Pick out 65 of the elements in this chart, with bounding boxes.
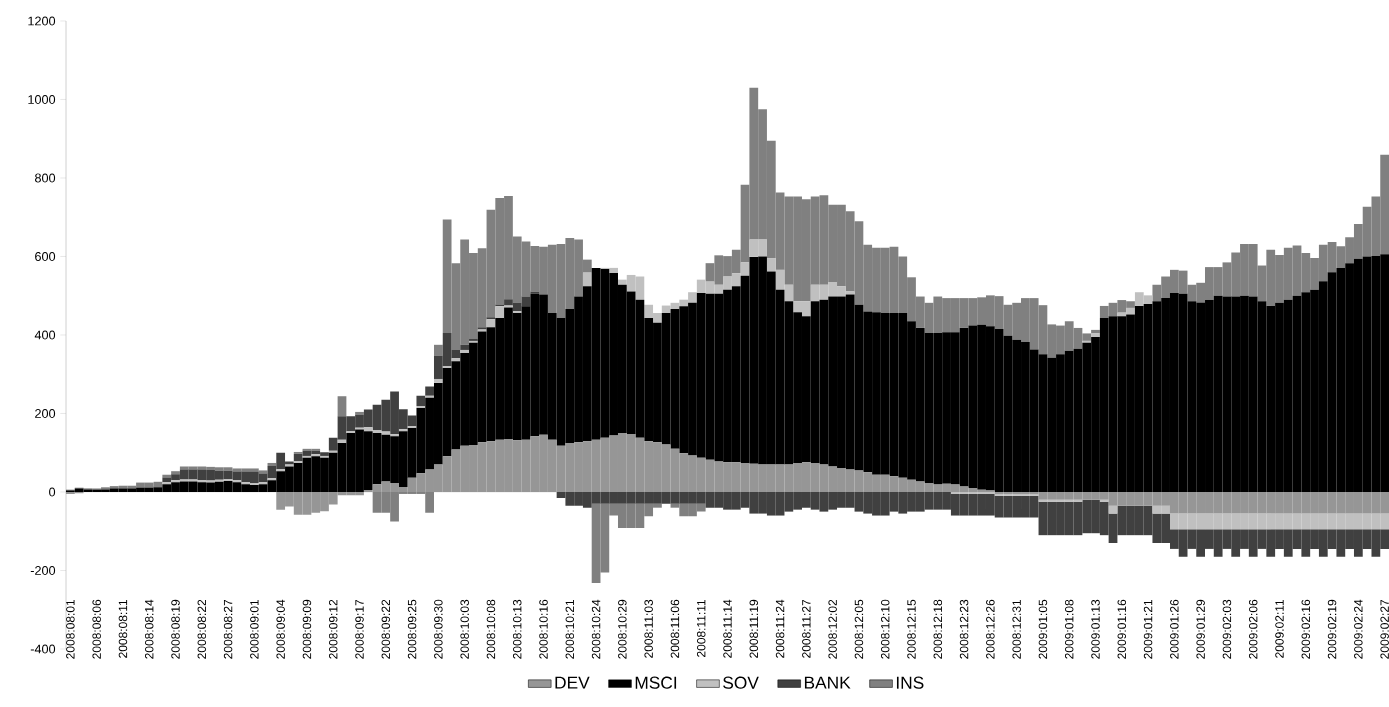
y-tick-label: 600 bbox=[35, 252, 56, 261]
x-tick-label: 2008:09:01 bbox=[250, 599, 259, 659]
x-tick-label: 2009:01:05 bbox=[1038, 599, 1048, 659]
x-tick-label: 2009:02:19 bbox=[1327, 599, 1337, 659]
x-tick-label: 2008:12:18 bbox=[933, 599, 943, 659]
x-tick-label: 2008:10:13 bbox=[512, 599, 522, 659]
y-tick-label: 0 bbox=[49, 487, 56, 497]
x-tick-label: 2008:11:03 bbox=[644, 599, 653, 658]
x-tick-label: 2008:12:15 bbox=[907, 599, 916, 659]
x-tick-label: 2009:01:13 bbox=[1091, 599, 1100, 659]
legend-label: SOV bbox=[723, 676, 759, 689]
x-tick-label: 2008:12:23 bbox=[959, 599, 969, 659]
y-tick-label: 800 bbox=[35, 173, 56, 183]
x-tick-label: 2008:09:17 bbox=[355, 599, 364, 659]
x-tick-label: 2008:12:26 bbox=[986, 599, 995, 659]
x-tick-label: 2008:10:21 bbox=[565, 599, 575, 659]
x-tick-label: 2008:12:05 bbox=[854, 599, 864, 659]
legend-label: BANK bbox=[804, 676, 851, 689]
y-tick-label: 400 bbox=[34, 330, 56, 340]
x-tick-label: 2008:09:09 bbox=[302, 599, 312, 659]
x-tick-label: 2008:10:16 bbox=[539, 599, 548, 659]
x-tick-label: 2009:02:06 bbox=[1248, 599, 1258, 659]
x-tick-label: 2009:01:21 bbox=[1143, 599, 1153, 659]
x-tick-label: 2008:11:24 bbox=[775, 599, 785, 658]
x-tick-label: 2008:12:31 bbox=[1012, 599, 1021, 659]
x-tick-label: 2008:09:12 bbox=[328, 599, 338, 659]
y-tick-label: -400 bbox=[30, 644, 56, 654]
x-tick-label: 2008:10:24 bbox=[591, 599, 601, 659]
x-tick-label: 2008:11:06 bbox=[670, 599, 680, 658]
legend-label: DEV bbox=[555, 676, 590, 689]
x-tick-label: 2009:01:08 bbox=[1064, 599, 1074, 659]
x-tick-label: 2008:10:29 bbox=[618, 599, 627, 659]
x-tick-label: 2009:02:11 bbox=[1275, 599, 1284, 658]
x-tick-label: 2008:10:08 bbox=[486, 599, 496, 659]
x-tick-label: 2008:08:19 bbox=[171, 599, 180, 659]
x-tick-label: 2008:10:03 bbox=[460, 599, 469, 659]
x-tick-label: 2008:09:25 bbox=[407, 599, 417, 659]
x-tick-label: 2008:08:01 bbox=[66, 599, 75, 659]
x-tick-label: 2009:02:16 bbox=[1301, 599, 1311, 659]
y-tick-label: -200 bbox=[30, 566, 56, 575]
x-tick-label: 2009:02:27 bbox=[1380, 599, 1389, 659]
x-tick-label: 2008:09:30 bbox=[434, 599, 443, 659]
x-tick-label: 2008:11:19 bbox=[749, 599, 759, 658]
x-tick-label: 2009:02:03 bbox=[1222, 599, 1232, 659]
x-tick-label: 2009:01:29 bbox=[1196, 599, 1205, 659]
x-tick-label: 2008:08:11 bbox=[118, 599, 128, 658]
x-tick-label: 2009:01:26 bbox=[1170, 599, 1179, 659]
y-tick-label: 1200 bbox=[28, 16, 56, 26]
x-tick-label: 2008:08:14 bbox=[144, 599, 154, 659]
x-tick-label: 2008:11:11 bbox=[696, 599, 706, 657]
x-tick-label: 2008:09:04 bbox=[276, 599, 285, 659]
x-tick-label: 2009:02:24 bbox=[1354, 599, 1363, 659]
x-tick-label: 2008:08:06 bbox=[92, 599, 101, 659]
x-tick-label: 2008:12:10 bbox=[880, 599, 890, 659]
x-tick-label: 2008:11:14 bbox=[723, 599, 732, 658]
y-tick-label: 1000 bbox=[28, 95, 56, 104]
legend-label: MSCI bbox=[635, 676, 677, 689]
legend-label: INS bbox=[896, 676, 924, 689]
x-tick-label: 2009:01:16 bbox=[1117, 599, 1127, 659]
x-tick-label: 2008:09:22 bbox=[381, 599, 391, 659]
x-tick-label: 2008:08:22 bbox=[197, 599, 207, 659]
y-tick-label: 200 bbox=[35, 409, 56, 418]
x-tick-label: 2008:11:27 bbox=[802, 599, 811, 658]
x-tick-label: 2008:12:02 bbox=[828, 599, 837, 659]
x-tick-label: 2008:08:27 bbox=[223, 599, 233, 659]
